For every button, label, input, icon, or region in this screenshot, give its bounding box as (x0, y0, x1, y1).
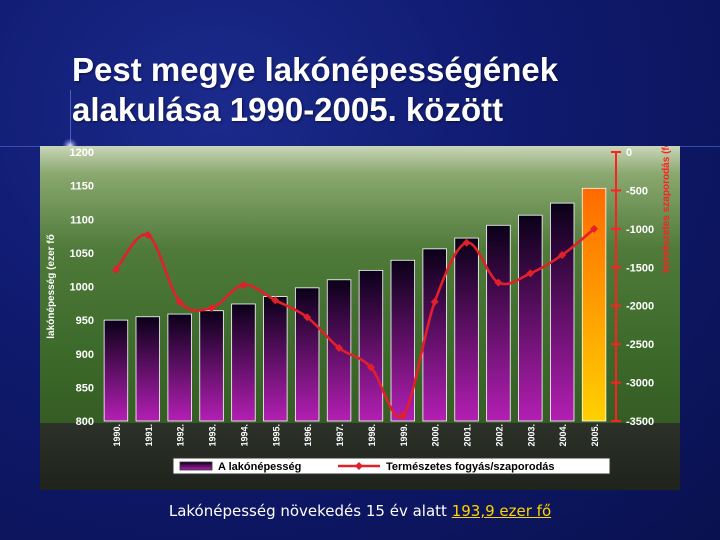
legend-label-line: Természetes fogyás/szaporodás (386, 461, 555, 473)
right-tick-label: -500 (626, 185, 648, 197)
x-tick-label: 2002. (494, 424, 504, 447)
x-tick-label: 1990. (112, 424, 122, 447)
x-tick-label: 1997. (335, 424, 345, 447)
x-tick-label: 1993. (208, 424, 218, 447)
x-tick-label: 1998. (367, 424, 377, 447)
bar-1998 (358, 269, 384, 422)
left-tick-label: 1100 (70, 214, 94, 226)
right-tick-label: -2500 (626, 339, 654, 351)
decorative-vertical-line (70, 90, 71, 160)
x-tick-label: 1999. (399, 424, 409, 447)
right-tick-label: -2000 (626, 301, 654, 313)
legend-box (172, 457, 611, 475)
line-point-1995 (271, 296, 280, 305)
bar-1993 (199, 310, 224, 422)
right-tick-label: -3000 (626, 378, 654, 390)
right-tick-label: -3500 (626, 416, 654, 428)
right-tick-label: -1500 (626, 262, 654, 274)
line-point-2004 (558, 250, 567, 259)
line-point-1996 (303, 313, 312, 322)
line-point-2001 (462, 238, 471, 247)
bar-1999 (390, 259, 416, 422)
right-tick-label: -1000 (626, 224, 654, 236)
x-tick-label: 2005. (590, 424, 600, 447)
bar-2004 (549, 202, 575, 422)
left-tick-label: 800 (76, 416, 94, 428)
line-point-2005 (590, 224, 599, 233)
line-point-1994 (239, 280, 248, 289)
left-tick-label: 850 (76, 382, 94, 394)
summary-footer: Lakónépesség növekedés 15 év alatt 193,9… (0, 502, 720, 520)
line-point-2003 (526, 269, 535, 278)
x-tick-label: 1994. (239, 424, 249, 447)
x-tick-label: 2001. (463, 424, 473, 447)
legend-swatch-bar (179, 461, 213, 471)
left-tick-label: 1050 (70, 248, 94, 260)
line-point-1997 (335, 343, 344, 352)
x-tick-label: 1995. (271, 424, 281, 447)
x-tick-label: 2004. (558, 424, 568, 447)
line-point-1999 (398, 411, 407, 420)
x-tick-label: 1996. (303, 424, 313, 447)
bar-2000 (422, 248, 447, 422)
left-tick-label: 1000 (70, 282, 94, 294)
right-axis-title: természetes szaporodás (fő (661, 146, 672, 273)
footer-text: Lakónépesség növekedés 15 év alatt (168, 502, 452, 520)
legend-swatch-marker (355, 462, 363, 470)
chart-lower-band (40, 423, 680, 490)
series-line-termeszetes (114, 227, 595, 419)
chart-container: 800 850 900 950 1000 1050 1100 1150 1200 -3500 -30… (40, 141, 680, 490)
line-point-1998 (366, 363, 375, 372)
line-point-2002 (494, 278, 503, 287)
bar-1990 (103, 319, 129, 422)
bar-1994 (231, 303, 256, 422)
line-point-1991 (143, 231, 152, 240)
x-tick-label: 2003. (526, 424, 536, 447)
x-tick-label: 2000. (431, 424, 441, 447)
footer-highlight-value: 193,9 ezer fő (451, 502, 552, 520)
line-point-1990 (111, 265, 120, 274)
left-tick-label: 1150 (70, 181, 94, 193)
left-tick-label: 1200 (70, 147, 94, 159)
bar-1992 (167, 313, 192, 422)
bar-2005 (581, 187, 607, 422)
chart-svg: 800 850 900 950 1000 1050 1100 1150 1200 -3500 -30… (40, 141, 680, 490)
bar-1996 (294, 287, 320, 422)
left-axis-title: lakónépesség (ezer fő (46, 234, 57, 338)
left-tick-label: 900 (76, 349, 94, 361)
right-tick-label: 0 (626, 147, 632, 159)
bar-2002 (486, 224, 511, 422)
line-point-2000 (430, 297, 439, 306)
bar-1995 (263, 296, 288, 422)
x-tick-label: 1991. (144, 424, 154, 447)
bar-2001 (454, 237, 479, 422)
page-title: Pest megye lakónépességének alakulása 19… (72, 51, 559, 128)
line-point-1992 (175, 297, 184, 306)
left-tick-label: 950 (76, 315, 94, 327)
line-point-1993 (207, 304, 216, 313)
bar-1991 (135, 316, 161, 422)
bar-2003 (518, 214, 543, 422)
legend-label-bar: A lakónépesség (218, 461, 301, 473)
x-tick-label: 1992. (176, 424, 186, 447)
